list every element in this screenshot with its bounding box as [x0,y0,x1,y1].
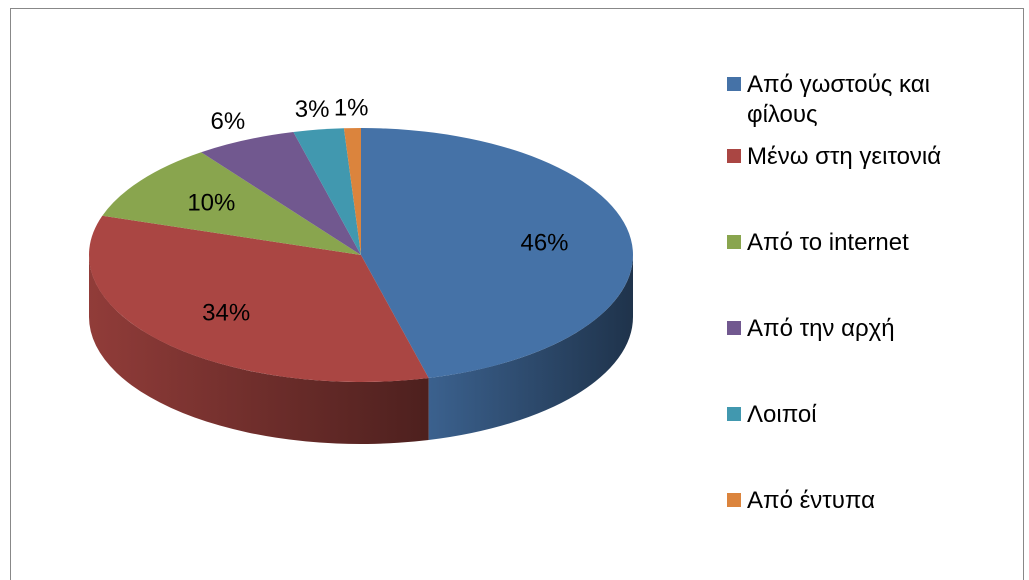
legend-item: Από την αρχή [727,314,997,344]
legend-item: Από το internet [727,228,997,258]
pie-slice [88,215,429,383]
pie-slice [102,152,362,255]
pie-slice [201,131,361,255]
legend-swatch [727,493,741,507]
data-label: 6% [210,108,245,135]
chart-frame [10,8,1024,580]
legend-swatch [727,235,741,249]
pie-slice [343,128,361,255]
data-label: 46% [520,230,568,257]
legend-label: Από την αρχή [747,315,895,342]
legend-swatch [727,149,741,163]
legend-item: Μένω στη γειτονιά [727,142,997,172]
data-label: 3% [295,96,330,123]
data-label: 34% [202,299,250,326]
legend-item: Από έντυπα [727,486,997,516]
pie-slice-side [428,255,633,441]
pie-slice [293,128,361,255]
legend-swatch [727,407,741,421]
legend-label: Από έντυπα [747,487,875,514]
legend-label: Από γωστούς και φίλους [747,71,930,128]
legend-label: Από το internet [747,229,909,256]
legend-item: Από γωστούς και φίλους [727,70,997,130]
legend-label: Λοιποί [747,401,817,428]
legend-swatch [727,77,741,91]
data-label: 1% [334,94,369,121]
legend-label: Μένω στη γειτονιά [747,143,942,170]
data-label: 10% [187,190,235,217]
legend-swatch [727,321,741,335]
legend-item: Λοιποί [727,400,997,430]
pie-slice-side [89,255,429,445]
pie-slice [361,128,634,379]
